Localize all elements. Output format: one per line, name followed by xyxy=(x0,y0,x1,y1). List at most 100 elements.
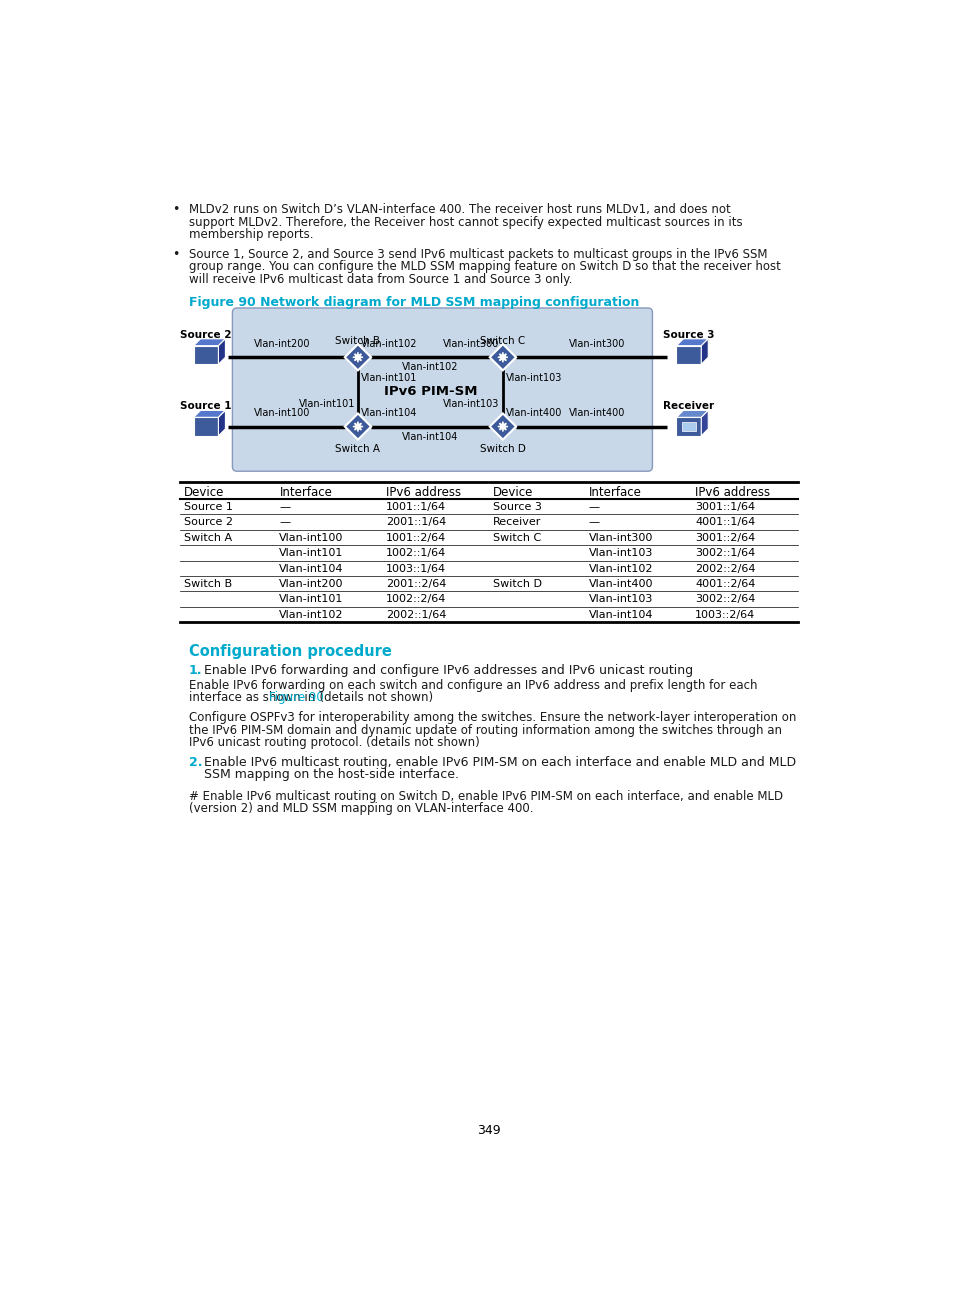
Text: the IPv6 PIM-SM domain and dynamic update of routing information among the switc: the IPv6 PIM-SM domain and dynamic updat… xyxy=(189,723,781,737)
Polygon shape xyxy=(676,346,700,364)
Text: Enable IPv6 forwarding and configure IPv6 addresses and IPv6 unicast routing: Enable IPv6 forwarding and configure IPv… xyxy=(204,664,693,677)
Text: 1001::1/64: 1001::1/64 xyxy=(386,502,446,512)
Polygon shape xyxy=(193,417,218,435)
Text: Receiver: Receiver xyxy=(662,402,714,411)
Text: Configuration procedure: Configuration procedure xyxy=(189,644,392,658)
Text: Vlan-int100: Vlan-int100 xyxy=(279,533,343,543)
Text: Source 1: Source 1 xyxy=(180,402,232,411)
Text: 3001::1/64: 3001::1/64 xyxy=(695,502,755,512)
Polygon shape xyxy=(676,417,700,435)
Text: IPv6 unicast routing protocol. (details not shown): IPv6 unicast routing protocol. (details … xyxy=(189,736,479,749)
Polygon shape xyxy=(344,345,371,371)
Text: 2002::2/64: 2002::2/64 xyxy=(695,564,755,574)
Text: Switch B: Switch B xyxy=(183,579,232,588)
Text: IPv6 address: IPv6 address xyxy=(386,486,460,499)
Text: Vlan-int400: Vlan-int400 xyxy=(588,579,653,588)
Text: Interface: Interface xyxy=(279,486,332,499)
Text: . (details not shown): . (details not shown) xyxy=(312,692,433,705)
Text: —: — xyxy=(279,502,291,512)
Text: Switch C: Switch C xyxy=(479,337,525,346)
Text: Vlan-int104: Vlan-int104 xyxy=(401,432,457,442)
Text: Enable IPv6 forwarding on each switch and configure an IPv6 address and prefix l: Enable IPv6 forwarding on each switch an… xyxy=(189,679,757,692)
Text: Source 1, Source 2, and Source 3 send IPv6 multicast packets to multicast groups: Source 1, Source 2, and Source 3 send IP… xyxy=(189,248,767,260)
Text: •: • xyxy=(172,248,179,260)
Text: Source 1: Source 1 xyxy=(183,502,233,512)
Text: 1003::2/64: 1003::2/64 xyxy=(695,610,755,619)
Polygon shape xyxy=(489,413,516,439)
Text: Switch C: Switch C xyxy=(493,533,540,543)
Text: # Enable IPv6 multicast routing on Switch D, enable IPv6 PIM-SM on each interfac: # Enable IPv6 multicast routing on Switc… xyxy=(189,791,782,804)
Text: Switch A: Switch A xyxy=(183,533,232,543)
Text: Vlan-int102: Vlan-int102 xyxy=(401,362,457,372)
Text: Device: Device xyxy=(183,486,224,499)
Text: Figure 90: Figure 90 xyxy=(269,692,324,705)
Text: Vlan-int200: Vlan-int200 xyxy=(279,579,343,588)
Text: Receiver: Receiver xyxy=(493,517,540,527)
Text: Vlan-int102: Vlan-int102 xyxy=(279,610,343,619)
Text: MLDv2 runs on Switch D’s VLAN-interface 400. The receiver host runs MLDv1, and d: MLDv2 runs on Switch D’s VLAN-interface … xyxy=(189,203,730,216)
Text: 2002::1/64: 2002::1/64 xyxy=(386,610,446,619)
Text: Switch A: Switch A xyxy=(335,443,380,454)
Text: —: — xyxy=(588,502,599,512)
Text: Figure 90 Network diagram for MLD SSM mapping configuration: Figure 90 Network diagram for MLD SSM ma… xyxy=(189,295,639,308)
Text: Vlan-int103: Vlan-int103 xyxy=(443,399,499,408)
Text: Vlan-int101: Vlan-int101 xyxy=(279,595,343,604)
Text: SSM mapping on the host-side interface.: SSM mapping on the host-side interface. xyxy=(204,769,459,781)
Text: •: • xyxy=(172,203,179,216)
Text: Vlan-int104: Vlan-int104 xyxy=(360,408,417,419)
Polygon shape xyxy=(700,338,707,364)
Polygon shape xyxy=(193,346,218,364)
Text: 1001::2/64: 1001::2/64 xyxy=(386,533,446,543)
Text: Configure OSPFv3 for interoperability among the switches. Ensure the network-lay: Configure OSPFv3 for interoperability am… xyxy=(189,712,796,724)
Text: 2001::2/64: 2001::2/64 xyxy=(386,579,446,588)
Text: Vlan-int103: Vlan-int103 xyxy=(505,373,561,382)
Text: Vlan-int102: Vlan-int102 xyxy=(360,338,417,349)
Text: 2001::1/64: 2001::1/64 xyxy=(386,517,446,527)
Text: Source 3: Source 3 xyxy=(493,502,541,512)
Text: 4001::1/64: 4001::1/64 xyxy=(695,517,755,527)
Text: Vlan-int104: Vlan-int104 xyxy=(279,564,343,574)
Text: Vlan-int300: Vlan-int300 xyxy=(569,338,625,349)
Text: 1003::1/64: 1003::1/64 xyxy=(386,564,446,574)
Text: Vlan-int101: Vlan-int101 xyxy=(279,548,343,559)
Text: Vlan-int400: Vlan-int400 xyxy=(505,408,561,419)
Text: Vlan-int400: Vlan-int400 xyxy=(569,408,625,419)
Polygon shape xyxy=(218,338,225,364)
Text: IPv6 address: IPv6 address xyxy=(695,486,770,499)
Polygon shape xyxy=(218,411,225,435)
Text: Vlan-int103: Vlan-int103 xyxy=(588,548,652,559)
Text: 1002::1/64: 1002::1/64 xyxy=(386,548,446,559)
Text: 349: 349 xyxy=(476,1124,500,1137)
Text: —: — xyxy=(279,517,291,527)
Text: Device: Device xyxy=(493,486,533,499)
Polygon shape xyxy=(700,411,707,435)
Text: Vlan-int102: Vlan-int102 xyxy=(588,564,653,574)
Polygon shape xyxy=(193,338,225,346)
Text: —: — xyxy=(588,517,599,527)
Text: interface as shown in: interface as shown in xyxy=(189,692,318,705)
Polygon shape xyxy=(489,345,516,371)
Text: will receive IPv6 multicast data from Source 1 and Source 3 only.: will receive IPv6 multicast data from So… xyxy=(189,272,572,285)
Text: membership reports.: membership reports. xyxy=(189,228,314,241)
FancyBboxPatch shape xyxy=(233,308,652,472)
Text: 2.: 2. xyxy=(189,756,202,769)
Polygon shape xyxy=(193,411,225,417)
Text: Vlan-int200: Vlan-int200 xyxy=(253,338,310,349)
Text: Vlan-int103: Vlan-int103 xyxy=(588,595,652,604)
Text: Enable IPv6 multicast routing, enable IPv6 PIM-SM on each interface and enable M: Enable IPv6 multicast routing, enable IP… xyxy=(204,756,796,769)
Text: 3001::2/64: 3001::2/64 xyxy=(695,533,755,543)
Text: support MLDv2. Therefore, the Receiver host cannot specify expected multicast so: support MLDv2. Therefore, the Receiver h… xyxy=(189,215,741,228)
Text: Switch D: Switch D xyxy=(479,443,525,454)
Text: Vlan-int300: Vlan-int300 xyxy=(588,533,652,543)
Polygon shape xyxy=(681,422,695,430)
Text: IPv6 PIM-SM: IPv6 PIM-SM xyxy=(383,385,476,398)
Text: 1.: 1. xyxy=(189,664,202,677)
Text: Switch D: Switch D xyxy=(493,579,541,588)
Text: group range. You can configure the MLD SSM mapping feature on Switch D so that t: group range. You can configure the MLD S… xyxy=(189,260,781,273)
Text: 3002::2/64: 3002::2/64 xyxy=(695,595,755,604)
Text: Source 3: Source 3 xyxy=(662,329,714,340)
Text: Vlan-int104: Vlan-int104 xyxy=(588,610,653,619)
Text: (version 2) and MLD SSM mapping on VLAN-interface 400.: (version 2) and MLD SSM mapping on VLAN-… xyxy=(189,802,533,815)
Text: 3002::1/64: 3002::1/64 xyxy=(695,548,755,559)
Text: Vlan-int101: Vlan-int101 xyxy=(360,373,417,382)
